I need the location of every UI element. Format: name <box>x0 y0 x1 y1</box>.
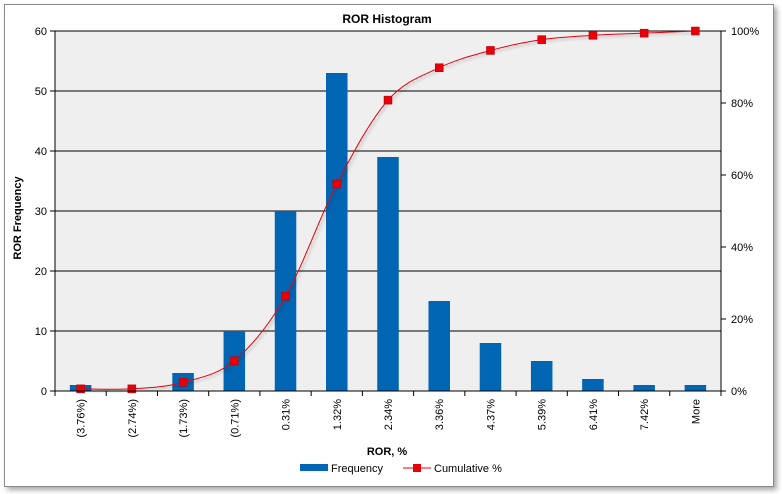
cumulative-point <box>76 384 85 394</box>
y-tick-label: 60 <box>35 26 47 38</box>
bar <box>274 211 297 391</box>
bar <box>377 157 399 391</box>
cumulative-point <box>127 384 137 394</box>
y2-tick-label: 100% <box>731 26 759 38</box>
cumulative-point <box>383 95 393 105</box>
x-tick-label: 7.42% <box>639 399 651 430</box>
legend-frequency-swatch <box>300 464 328 471</box>
cumulative-point <box>486 46 495 55</box>
x-tick-label: 5.39% <box>537 399 549 430</box>
y-tick-label: 0 <box>41 386 47 398</box>
y-tick-label: 50 <box>35 86 47 98</box>
bar <box>633 385 655 391</box>
legend-cumulative-label: Cumulative % <box>434 463 502 475</box>
y-tick-label: 20 <box>35 266 47 278</box>
bar <box>428 301 450 391</box>
y2-tick-label: 20% <box>731 314 753 326</box>
x-tick-label: 3.36% <box>434 399 446 430</box>
cumulative-point <box>178 378 188 387</box>
legend: Frequency Cumulative % <box>300 463 502 475</box>
cumulative-point <box>588 31 598 40</box>
cumulative-point <box>434 63 444 72</box>
y-tick-label: 40 <box>35 146 47 158</box>
bar <box>530 361 553 391</box>
x-tick-label: 2.34% <box>383 399 395 430</box>
x-tick-label: 0.31% <box>281 399 293 430</box>
x-tick-label: More <box>690 399 702 424</box>
cumulative-point <box>230 356 239 366</box>
y-tick-label: 10 <box>35 326 47 338</box>
bar <box>479 343 502 391</box>
x-tick-label: 4.37% <box>485 399 497 430</box>
bar <box>326 73 348 391</box>
y-axis-title: ROR Frequency <box>12 176 24 260</box>
x-tick-label: (3.76%) <box>76 399 88 438</box>
x-axis-title: ROR, % <box>367 446 408 458</box>
x-tick-label: (1.73%) <box>178 399 190 438</box>
cumulative-point <box>281 292 290 301</box>
cumulative-point <box>332 179 342 189</box>
cumulative-point <box>537 35 546 44</box>
y2-tick-label: 60% <box>731 170 753 182</box>
chart-title: ROR Histogram <box>342 12 431 26</box>
y2-tick-label: 40% <box>731 242 753 254</box>
cumulative-point <box>639 28 649 38</box>
cumulative-point <box>691 26 700 36</box>
x-tick-label: (2.74%) <box>127 399 139 438</box>
legend-cumulative-marker <box>413 464 421 472</box>
legend-frequency-label: Frequency <box>331 463 383 475</box>
y-tick-label: 30 <box>35 206 47 218</box>
x-tick-label: (0.71%) <box>229 399 241 438</box>
y2-tick-label: 0% <box>731 386 747 398</box>
x-tick-label: 1.32% <box>332 399 344 430</box>
bar <box>582 379 604 391</box>
x-tick-label: 6.41% <box>588 399 600 430</box>
y2-tick-label: 80% <box>731 98 753 110</box>
bar <box>684 385 707 391</box>
